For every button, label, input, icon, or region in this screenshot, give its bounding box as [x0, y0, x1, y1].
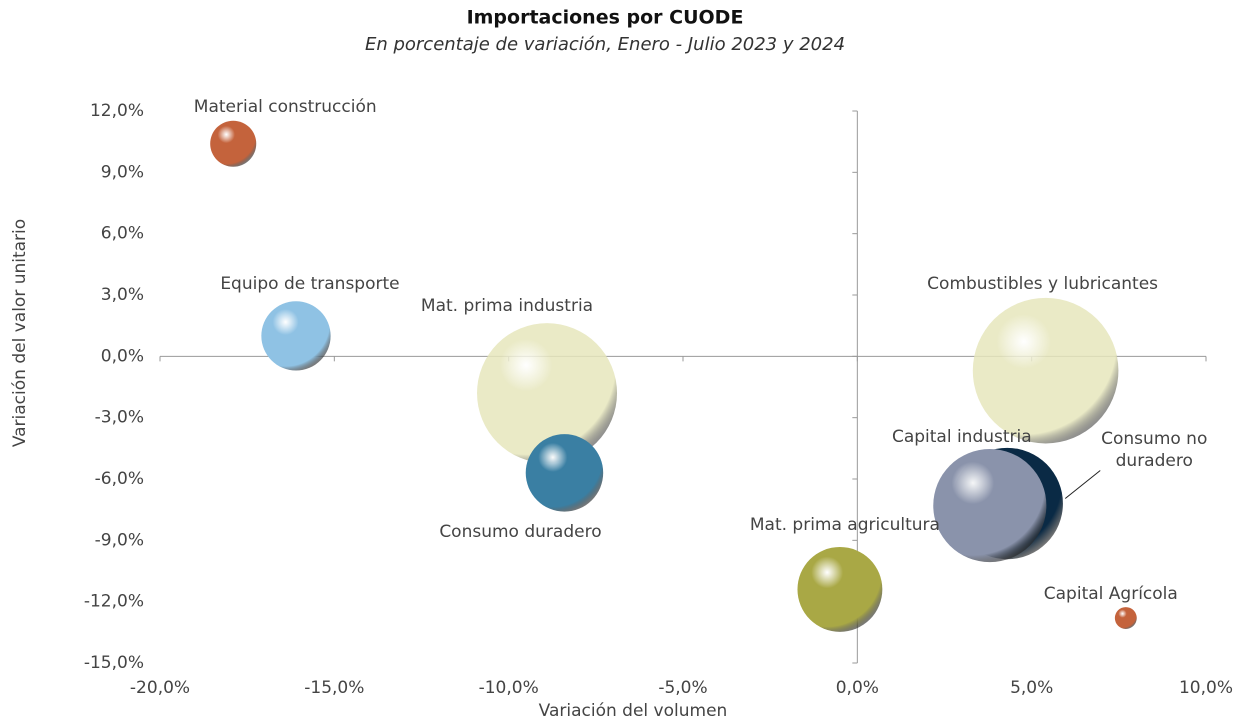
y-tick-label: -12,0% [84, 592, 144, 612]
x-tick-label: -5,0% [658, 678, 707, 698]
data-label: Capital Agrícola [1043, 584, 1178, 605]
bubble [797, 546, 883, 632]
y-tick-label: -3,0% [95, 408, 144, 428]
bubble [525, 434, 604, 512]
chart-subtitle: En porcentaje de variación, Enero - Juli… [365, 34, 845, 55]
data-label: Combustibles y lubricantes [927, 273, 1159, 294]
data-label: Material construcción [193, 96, 377, 117]
data-label: Capital industria [891, 426, 1032, 447]
y-tick-label: -6,0% [95, 469, 144, 489]
x-tick-label: 0,0% [836, 678, 879, 698]
data-label: Mat. prima agricultura [749, 515, 940, 536]
x-tick-label: 5,0% [1010, 678, 1053, 698]
x-tick-label: 10,0% [1179, 678, 1233, 698]
x-axis-title: Variación del volumen [539, 701, 728, 720]
y-tick-label: 12,0% [90, 101, 144, 121]
data-label: Consumo duradero [439, 521, 602, 542]
bubble [261, 301, 331, 371]
y-axis-title: Variación del valor unitario [10, 219, 30, 447]
bubble [210, 120, 257, 167]
x-tick-label: -15,0% [304, 678, 364, 698]
y-tick-label: -9,0% [95, 530, 144, 550]
leader-line [1064, 470, 1101, 499]
bubble [933, 449, 1047, 563]
y-tick-label: 6,0% [101, 224, 144, 244]
bubble [1114, 607, 1137, 629]
data-label: Mat. prima industria [420, 296, 594, 317]
y-tick-label: 0,0% [101, 346, 144, 366]
y-tick-label: 3,0% [101, 285, 144, 305]
bubble [972, 297, 1119, 444]
chart-title: Importaciones por CUODE [467, 7, 744, 29]
x-tick-label: -20,0% [130, 678, 190, 698]
data-label: Consumo no duradero [1101, 428, 1208, 471]
y-tick-label: -15,0% [84, 653, 144, 673]
x-tick-label: -10,0% [479, 678, 539, 698]
y-tick-label: 9,0% [101, 162, 144, 182]
data-label: Equipo de transporte [220, 273, 400, 294]
bubble [477, 323, 618, 464]
